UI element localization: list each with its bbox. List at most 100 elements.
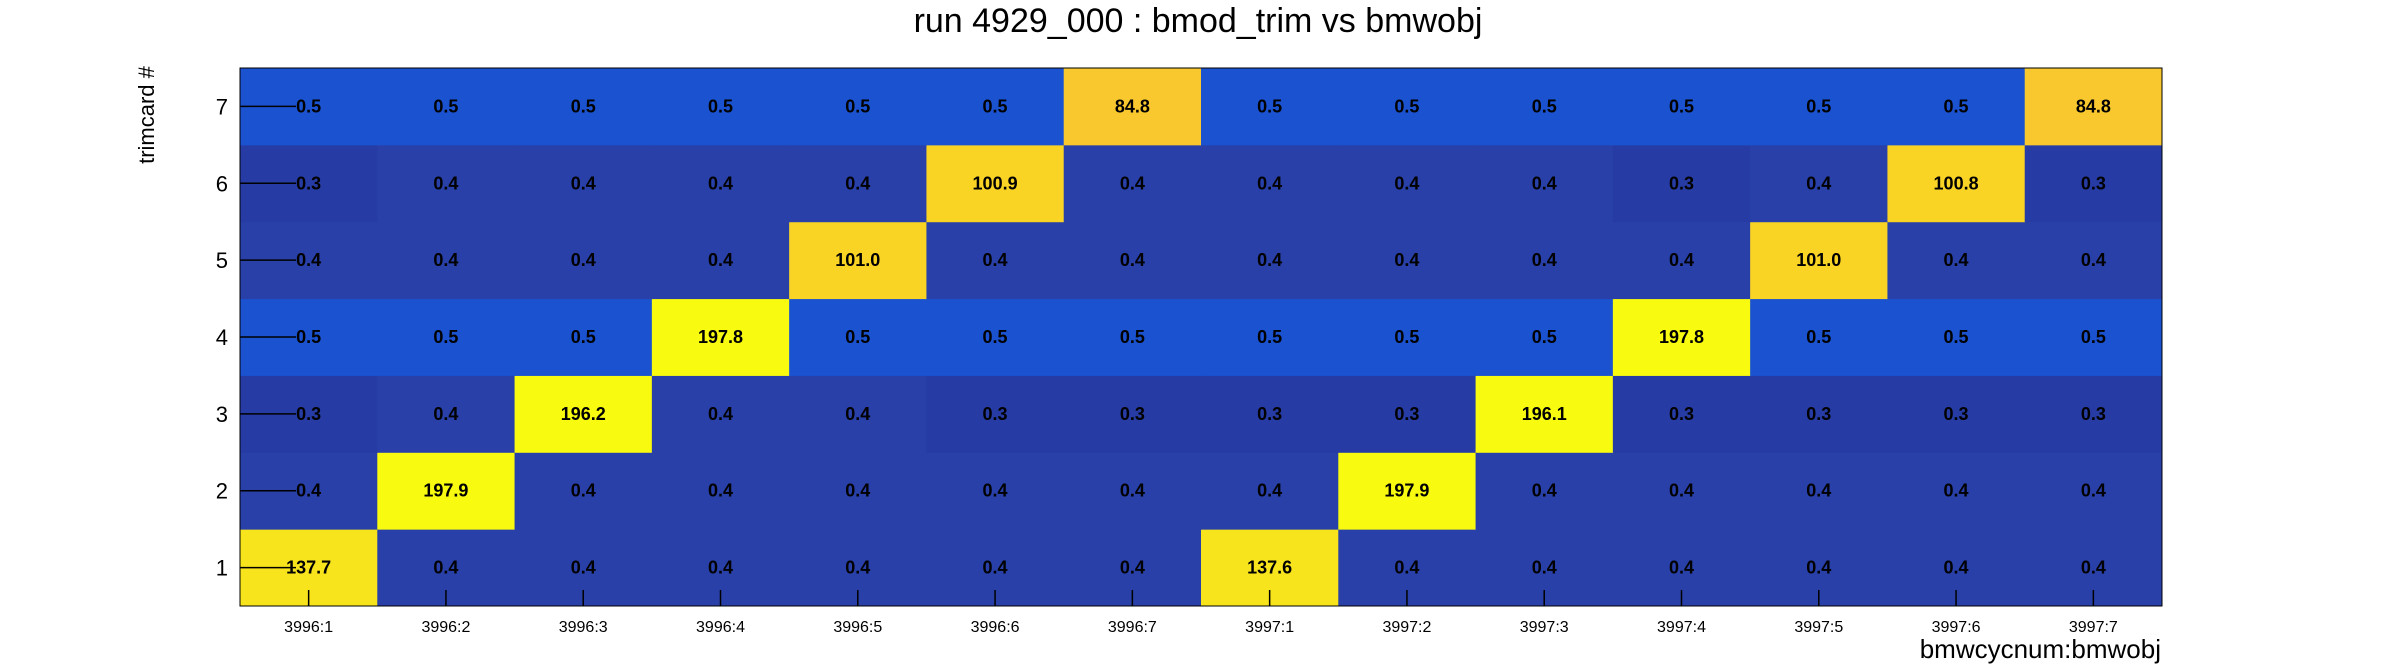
heatmap-cell (1201, 375, 1339, 453)
cell-value-label: 0.5 (433, 327, 458, 347)
cell-value-label: 197.8 (1659, 327, 1704, 347)
heatmap-cell (1338, 221, 1477, 300)
heatmap-cell (377, 298, 516, 376)
y-tick-label: 2 (216, 479, 228, 504)
cell-value-label: 0.4 (845, 481, 870, 501)
cell-value-label: 0.5 (983, 96, 1008, 116)
heatmap-cell (514, 298, 653, 376)
heatmap-cell (2024, 452, 2163, 530)
cell-value-label: 0.4 (571, 481, 596, 501)
heatmap-cell (1201, 452, 1339, 530)
heatmap-cell (926, 452, 1065, 530)
cell-value-label: 0.4 (708, 481, 733, 501)
cell-value-label: 196.1 (1522, 404, 1567, 424)
y-tick-label: 6 (216, 171, 228, 196)
cell-value-label: 0.5 (845, 96, 870, 116)
heatmap-cell (1475, 298, 1614, 376)
cell-value-label: 197.9 (1384, 481, 1429, 501)
cell-value-label: 0.5 (1532, 96, 1557, 116)
cell-value-label: 100.8 (1934, 173, 1979, 193)
cell-value-label: 0.4 (708, 250, 733, 270)
cell-value-label: 0.4 (2081, 481, 2106, 501)
heatmap-cell (651, 298, 790, 376)
x-tick-label: 3996:6 (971, 619, 1020, 636)
heatmap-cell (1063, 221, 1202, 300)
heatmap-cell (651, 221, 790, 300)
cell-value-label: 0.5 (1394, 327, 1419, 347)
cell-value-label: 0.4 (433, 404, 458, 424)
heatmap-cell (1612, 68, 1751, 146)
heatmap-cell (1475, 375, 1614, 453)
heatmap-cell (789, 68, 927, 146)
heatmap-cell (1750, 144, 1888, 223)
x-tick-label: 3996:3 (559, 619, 608, 636)
cell-value-label: 0.5 (1120, 327, 1145, 347)
heatmap-cell (1475, 221, 1614, 300)
heatmap-cell (1063, 68, 1202, 146)
cell-value-label: 0.4 (1669, 481, 1694, 501)
heatmap-cell (1887, 375, 2026, 453)
cell-value-label: 0.5 (845, 327, 870, 347)
y-tick-label: 7 (216, 94, 228, 119)
cell-value-label: 84.8 (2076, 96, 2111, 116)
x-tick-label: 3997:2 (1382, 619, 1431, 636)
heatmap-cell (377, 68, 516, 146)
heatmap-cell (789, 452, 927, 530)
cell-value-label: 0.4 (296, 250, 321, 270)
cell-value-label: 0.4 (845, 404, 870, 424)
x-tick-label: 3997:1 (1245, 619, 1294, 636)
cell-value-label: 0.3 (296, 404, 321, 424)
y-axis-label: trimcard # (134, 65, 159, 164)
cell-value-label: 84.8 (1115, 96, 1150, 116)
cell-value-label: 0.4 (983, 481, 1008, 501)
y-tick-label: 3 (216, 402, 228, 427)
cell-value-label: 0.3 (296, 173, 321, 193)
x-axis-label: bmwcycnum:bmwobj (1920, 634, 2161, 664)
cell-value-label: 0.5 (1669, 96, 1694, 116)
cell-value-label: 0.4 (1806, 558, 1831, 578)
heatmap-cell (377, 452, 516, 530)
cell-value-label: 0.5 (1257, 327, 1282, 347)
cell-value-label: 0.4 (1806, 481, 1831, 501)
cell-value-label: 0.5 (1944, 96, 1969, 116)
heatmap-cell (651, 144, 790, 223)
heatmap-cell (789, 298, 927, 376)
cell-value-label: 0.5 (571, 327, 596, 347)
heatmap-cell (1612, 221, 1751, 300)
x-tick-label: 3996:5 (833, 619, 882, 636)
cell-value-label: 0.5 (1806, 96, 1831, 116)
cell-value-label: 101.0 (835, 250, 880, 270)
cell-value-label: 0.4 (433, 173, 458, 193)
heatmap-cell (1750, 221, 1888, 300)
heatmap-cell (377, 375, 516, 453)
heatmap-cell (1887, 298, 2026, 376)
cell-value-label: 137.7 (286, 558, 331, 578)
heatmap-cell (1338, 298, 1477, 376)
heatmap-cell (514, 452, 653, 530)
x-tick-label: 3997:4 (1657, 619, 1706, 636)
cell-value-label: 0.4 (1120, 250, 1145, 270)
heatmap-cell (1887, 144, 2026, 223)
heatmap-cell (1475, 68, 1614, 146)
cell-value-label: 0.4 (433, 250, 458, 270)
cell-value-label: 0.4 (708, 558, 733, 578)
cell-value-label: 0.3 (2081, 173, 2106, 193)
heatmap-cell (1201, 221, 1339, 300)
x-tick-label: 3996:1 (284, 619, 333, 636)
heatmap-cell (926, 68, 1065, 146)
cell-value-label: 0.4 (1806, 173, 1831, 193)
heatmap-cell (1475, 144, 1614, 223)
cell-value-label: 0.4 (1394, 173, 1419, 193)
heatmap-cell (1063, 144, 1202, 223)
x-tick-label: 3997:5 (1794, 619, 1843, 636)
x-tick-label: 3997:6 (1932, 619, 1981, 636)
heatmap-cell (789, 144, 927, 223)
cell-value-label: 0.5 (1257, 96, 1282, 116)
cell-value-label: 0.3 (1669, 404, 1694, 424)
cell-value-label: 0.5 (1806, 327, 1831, 347)
heatmap-cell (2024, 68, 2163, 146)
heatmap-cell (2024, 375, 2163, 453)
heatmap-cell (1750, 452, 1888, 530)
cell-value-label: 0.4 (1120, 173, 1145, 193)
x-tick-label: 3996:2 (421, 619, 470, 636)
